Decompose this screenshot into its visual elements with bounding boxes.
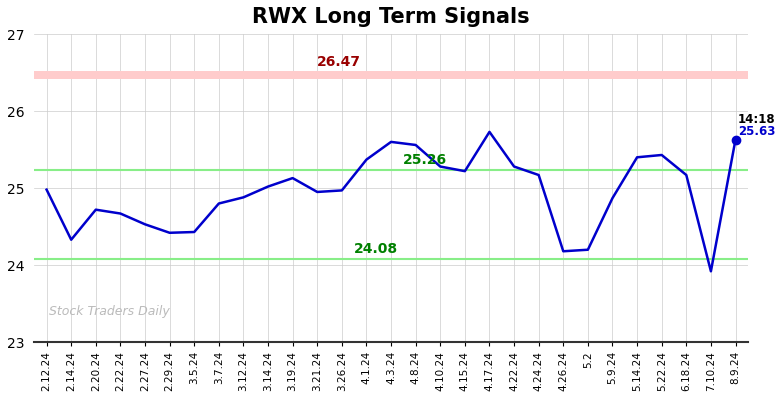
Text: 24.08: 24.08 [354,242,398,256]
Text: 14:18: 14:18 [738,113,775,126]
Text: Stock Traders Daily: Stock Traders Daily [49,304,169,318]
Title: RWX Long Term Signals: RWX Long Term Signals [252,7,530,27]
Text: 25.26: 25.26 [403,153,448,167]
Text: 25.63: 25.63 [738,125,775,138]
Text: 26.47: 26.47 [318,55,361,69]
Bar [34,71,748,79]
